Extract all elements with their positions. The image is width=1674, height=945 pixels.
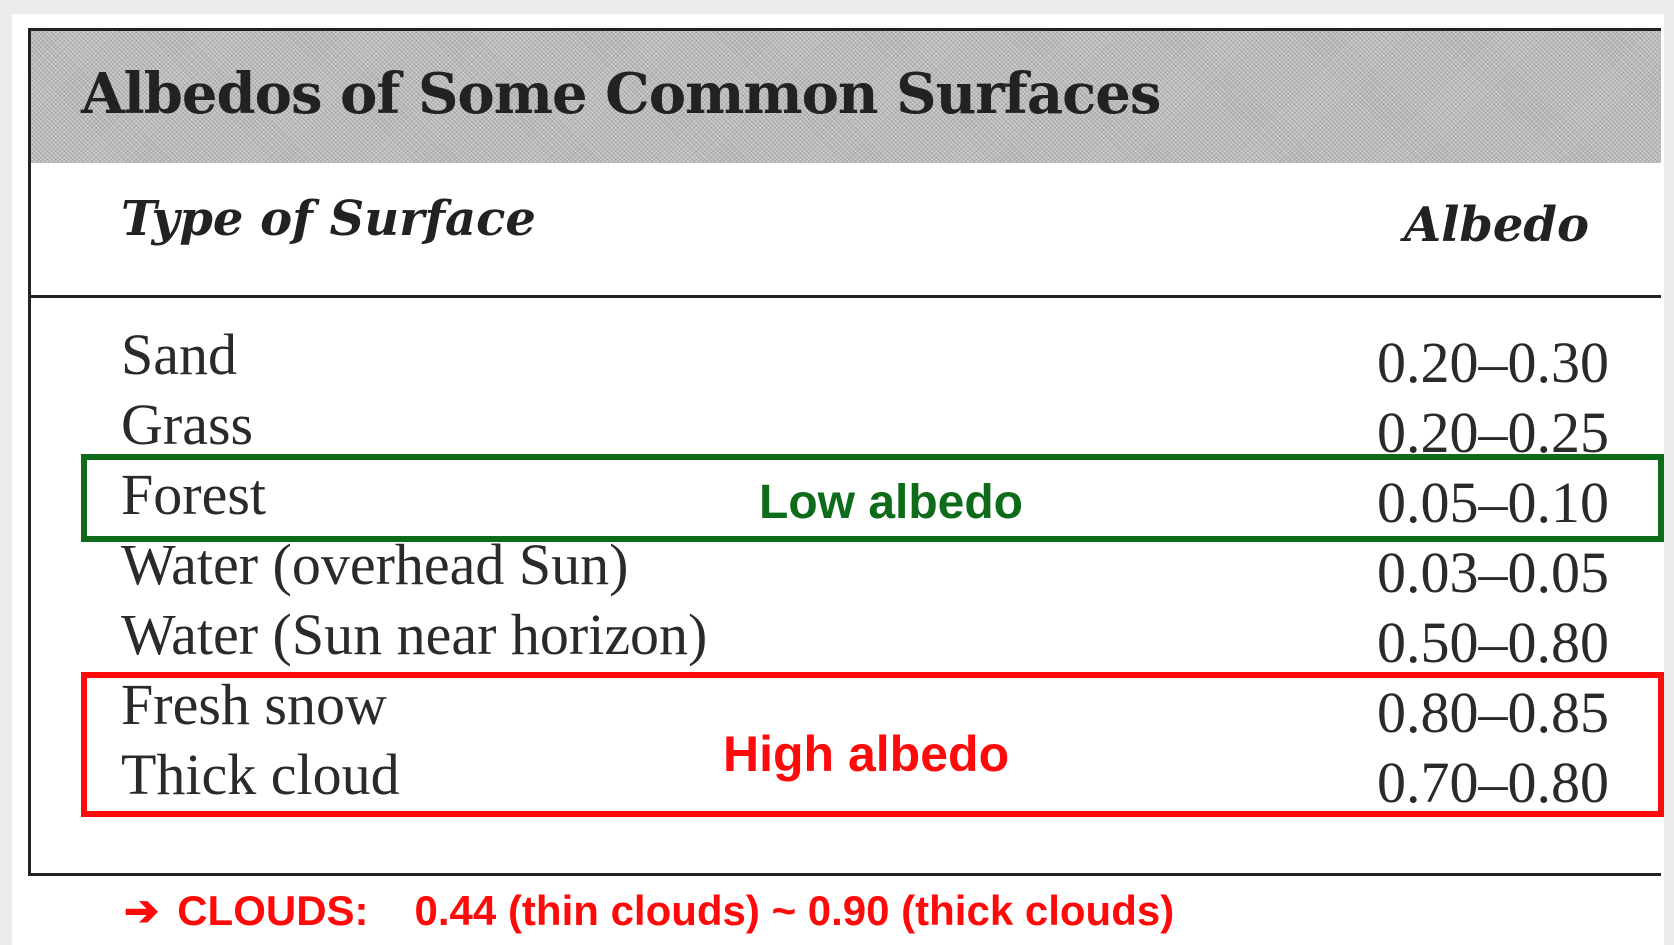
albedo-cell: 0.03–0.05 xyxy=(1377,540,1609,605)
footnote-label: CLOUDS: xyxy=(177,887,369,934)
high-albedo-highlight-box xyxy=(81,672,1664,817)
table-row-forest: Forest 0.05–0.10 xyxy=(31,461,1661,535)
table-row-water-sun-near-horizon: Water (Sun near horizon) 0.50–0.80 xyxy=(31,601,1661,675)
footnote-text: 0.44 (thin clouds) ~ 0.90 (thick clouds) xyxy=(414,887,1175,934)
albedo-cell: 0.20–0.30 xyxy=(1377,330,1609,395)
table-row-thick-cloud: Thick cloud 0.70–0.80 xyxy=(31,741,1661,815)
surface-cell: Fresh snow xyxy=(121,672,387,737)
arrow-right-icon: ➔ xyxy=(124,887,160,934)
low-albedo-highlight-box xyxy=(81,454,1664,542)
column-header-surface: Type of Surface xyxy=(121,191,536,247)
table-row-sand: Sand 0.20–0.30 xyxy=(31,321,1661,395)
slide: Albedos of Some Common Surfaces Type of … xyxy=(12,14,1664,945)
surface-cell: Water (Sun near horizon) xyxy=(121,602,708,667)
surface-cell: Thick cloud xyxy=(121,742,400,807)
table-title: Albedos of Some Common Surfaces xyxy=(81,61,1161,127)
table-row-fresh-snow: Fresh snow 0.80–0.85 xyxy=(31,671,1661,745)
albedo-cell: 0.80–0.85 xyxy=(1377,680,1609,745)
albedo-cell: 0.05–0.10 xyxy=(1377,470,1609,535)
low-albedo-label: Low albedo xyxy=(759,476,1023,529)
title-band: Albedos of Some Common Surfaces xyxy=(31,31,1661,163)
surface-cell: Water (overhead Sun) xyxy=(121,532,629,597)
clouds-footnote: ➔ CLOUDS: 0.44 (thin clouds) ~ 0.90 (thick… xyxy=(124,886,1174,935)
surface-cell: Grass xyxy=(121,392,254,457)
surface-cell: Forest xyxy=(121,462,266,527)
high-albedo-label: High albedo xyxy=(723,726,1010,782)
albedo-cell: 0.50–0.80 xyxy=(1377,610,1609,675)
albedo-cell: 0.70–0.80 xyxy=(1377,750,1609,815)
header-divider xyxy=(31,295,1661,298)
surface-cell: Sand xyxy=(121,322,237,387)
albedo-table: Albedos of Some Common Surfaces Type of … xyxy=(28,28,1664,876)
table-row-water-overhead-sun: Water (overhead Sun) 0.03–0.05 xyxy=(31,531,1661,605)
column-header-albedo: Albedo xyxy=(1403,197,1589,253)
